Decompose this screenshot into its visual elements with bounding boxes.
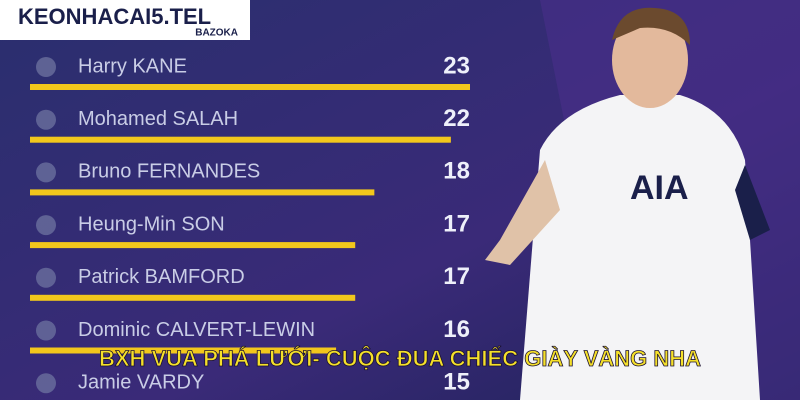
- player-name: Dominic CALVERT-LEWIN: [78, 319, 315, 341]
- bar: [30, 84, 470, 90]
- banner-title: BXH VUA PHÁ LƯỚI- CUỘC ĐUA CHIẾC GIÀY VÀ…: [99, 346, 701, 371]
- bar: [30, 242, 356, 249]
- club-badge: [36, 109, 56, 130]
- bar: [30, 347, 337, 354]
- club-badge: [36, 320, 56, 341]
- svg-text:AIA: AIA: [630, 169, 689, 207]
- value-label: 16: [443, 316, 470, 343]
- club-badge: [36, 162, 56, 183]
- bar: [30, 189, 375, 196]
- value-label: 23: [443, 52, 470, 79]
- player-name: Bruno FERNANDES: [78, 161, 260, 183]
- logo-tagline: BAZOKA: [195, 28, 238, 39]
- club-badge: [36, 267, 56, 288]
- player-name: Harry KANE: [78, 55, 187, 77]
- player-photo: AIA: [485, 7, 770, 400]
- value-label: 17: [443, 263, 470, 290]
- player-name: Jamie VARDY: [78, 371, 204, 393]
- player-name: Patrick BAMFORD: [78, 266, 245, 288]
- logo-brand: KEONHACAI5.TEL: [18, 4, 211, 29]
- logo-box: [0, 0, 250, 40]
- value-label: 22: [443, 105, 470, 132]
- club-badge: [36, 215, 56, 236]
- club-badge: [36, 373, 56, 394]
- value-label: 18: [443, 158, 470, 185]
- bar: [30, 294, 356, 301]
- value-label: 15: [443, 369, 470, 396]
- value-label: 17: [443, 210, 470, 237]
- bar: [30, 136, 451, 143]
- player-name: Mohamed SALAH: [78, 108, 238, 130]
- club-badge: [36, 57, 56, 77]
- player-name: Heung-Min SON: [78, 213, 225, 235]
